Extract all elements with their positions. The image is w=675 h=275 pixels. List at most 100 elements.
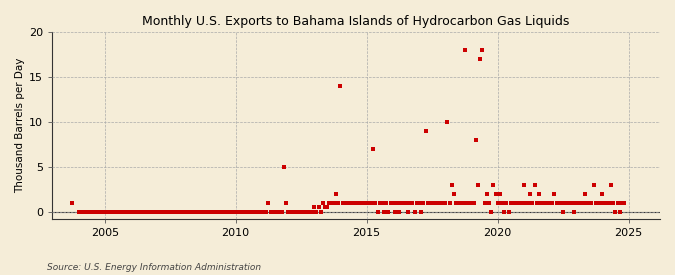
Point: [383, 210, 394, 214]
Point: [306, 210, 317, 214]
Point: [132, 210, 143, 214]
Point: [368, 147, 379, 151]
Point: [154, 210, 165, 214]
Point: [269, 210, 280, 214]
Point: [612, 200, 623, 205]
Point: [121, 210, 132, 214]
Y-axis label: Thousand Barrels per Day: Thousand Barrels per Day: [15, 58, 25, 193]
Point: [547, 200, 558, 205]
Point: [429, 200, 439, 205]
Point: [398, 200, 409, 205]
Point: [287, 210, 298, 214]
Point: [78, 210, 88, 214]
Point: [531, 200, 542, 205]
Point: [130, 210, 141, 214]
Point: [261, 210, 272, 214]
Point: [331, 192, 342, 196]
Point: [206, 210, 217, 214]
Point: [573, 200, 584, 205]
Point: [285, 210, 296, 214]
Point: [278, 165, 289, 169]
Point: [156, 210, 167, 214]
Point: [558, 210, 568, 214]
Point: [352, 200, 363, 205]
Point: [193, 210, 204, 214]
Point: [538, 200, 549, 205]
Point: [610, 210, 621, 214]
Point: [518, 183, 529, 187]
Point: [219, 210, 230, 214]
Point: [213, 210, 223, 214]
Point: [379, 210, 389, 214]
Point: [169, 210, 180, 214]
Point: [337, 200, 348, 205]
Point: [444, 200, 455, 205]
Point: [186, 210, 197, 214]
Point: [235, 210, 246, 214]
Point: [446, 183, 457, 187]
Point: [296, 210, 306, 214]
Point: [189, 210, 200, 214]
Point: [88, 210, 99, 214]
Point: [223, 210, 234, 214]
Point: [117, 210, 128, 214]
Point: [329, 200, 340, 205]
Point: [520, 200, 531, 205]
Point: [322, 205, 333, 210]
Point: [560, 200, 570, 205]
Point: [302, 210, 313, 214]
Point: [106, 210, 117, 214]
Point: [211, 210, 221, 214]
Point: [309, 205, 320, 210]
Point: [523, 200, 534, 205]
Point: [554, 200, 564, 205]
Point: [497, 200, 508, 205]
Point: [431, 200, 442, 205]
Point: [113, 210, 124, 214]
Point: [342, 200, 352, 205]
Point: [372, 210, 383, 214]
Point: [138, 210, 149, 214]
Point: [246, 210, 256, 214]
Point: [221, 210, 232, 214]
Point: [350, 200, 361, 205]
Point: [313, 205, 324, 210]
Point: [475, 57, 485, 61]
Point: [215, 210, 226, 214]
Point: [315, 210, 326, 214]
Point: [80, 210, 90, 214]
Point: [317, 200, 328, 205]
Point: [551, 200, 562, 205]
Point: [354, 200, 365, 205]
Point: [458, 200, 468, 205]
Point: [294, 210, 304, 214]
Point: [477, 48, 488, 52]
Point: [608, 200, 619, 205]
Point: [599, 200, 610, 205]
Point: [501, 200, 512, 205]
Point: [90, 210, 101, 214]
Point: [110, 210, 121, 214]
Point: [460, 48, 470, 52]
Point: [619, 200, 630, 205]
Point: [86, 210, 97, 214]
Point: [425, 200, 435, 205]
Point: [165, 210, 176, 214]
Point: [232, 210, 243, 214]
Point: [176, 210, 186, 214]
Point: [152, 210, 163, 214]
Point: [178, 210, 189, 214]
Point: [525, 192, 536, 196]
Point: [387, 200, 398, 205]
Point: [549, 192, 560, 196]
Point: [394, 210, 405, 214]
Point: [75, 210, 86, 214]
Point: [182, 210, 193, 214]
Point: [263, 200, 274, 205]
Point: [423, 200, 433, 205]
Point: [136, 210, 147, 214]
Point: [514, 200, 524, 205]
Point: [617, 200, 628, 205]
Point: [167, 210, 178, 214]
Point: [344, 200, 354, 205]
